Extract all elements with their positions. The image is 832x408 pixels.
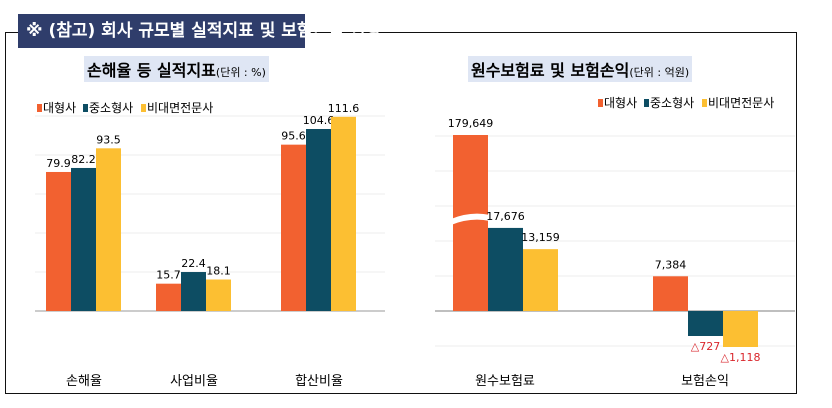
bar xyxy=(46,171,71,311)
legend-swatch xyxy=(37,104,42,112)
data-label: 17,676 xyxy=(486,210,525,223)
figure-frame xyxy=(5,32,797,394)
bar xyxy=(723,311,758,347)
bar xyxy=(453,135,488,311)
bar xyxy=(156,283,181,311)
legend-swatch xyxy=(702,99,707,107)
legend-swatch xyxy=(83,104,88,112)
bar xyxy=(206,279,231,311)
bar xyxy=(71,167,96,311)
left-chart-unit: (단위 : %) xyxy=(215,66,266,79)
legend-label: 비대면전문사 xyxy=(147,101,213,115)
data-label: 179,649 xyxy=(448,117,494,130)
data-label: 79.9 xyxy=(46,157,71,170)
bar xyxy=(523,249,558,311)
category-label: 원수보험료 xyxy=(475,374,535,389)
left-chart-title: 손해율 등 실적지표(단위 : %) xyxy=(84,56,269,82)
legend-swatch xyxy=(644,99,649,107)
legend-label: 중소형사 xyxy=(650,96,694,110)
data-label: 111.6 xyxy=(328,102,360,115)
bar xyxy=(688,311,723,336)
legend-label: 중소형사 xyxy=(89,101,133,115)
legend-label: 비대면전문사 xyxy=(708,96,774,110)
bar xyxy=(653,276,688,311)
data-label: 95.6 xyxy=(281,130,306,143)
legend-swatch xyxy=(141,104,146,112)
data-label: △727 xyxy=(691,340,720,353)
data-label: 22.4 xyxy=(181,257,206,270)
data-label: 93.5 xyxy=(96,133,121,146)
data-label: 18.1 xyxy=(206,265,231,278)
category-label: 사업비율 xyxy=(170,374,218,389)
bar xyxy=(281,144,306,311)
category-label: 손해율 xyxy=(66,374,102,389)
bar xyxy=(488,227,523,311)
data-label: △1,118 xyxy=(721,351,761,364)
right-chart-title: 원수보험료 및 보험손익(단위 : 억원) xyxy=(468,56,693,82)
data-label: 13,159 xyxy=(521,231,560,244)
figure-title: ※ (참고) 회사 규모별 실적지표 및 보험손익 현황 xyxy=(18,14,381,48)
data-label: 82.2 xyxy=(71,153,96,166)
data-label: 104.6 xyxy=(303,114,335,127)
category-label: 보험손익 xyxy=(681,374,729,389)
bar xyxy=(181,272,206,311)
right-chart-title-text: 원수보험료 및 보험손익 xyxy=(471,61,630,80)
left-chart-title-text: 손해율 등 실적지표 xyxy=(87,61,216,80)
right-chart-unit: (단위 : 억원) xyxy=(629,66,690,79)
bar xyxy=(306,128,331,311)
axis-break-mark xyxy=(451,213,490,225)
legend-label: 대형사 xyxy=(604,96,637,110)
bar xyxy=(331,116,356,311)
data-label: 7,384 xyxy=(655,258,687,271)
data-label: 15.7 xyxy=(156,269,181,282)
category-label: 합산비율 xyxy=(295,374,343,389)
bar xyxy=(96,148,121,311)
legend-swatch xyxy=(598,99,603,107)
legend-label: 대형사 xyxy=(43,101,76,115)
